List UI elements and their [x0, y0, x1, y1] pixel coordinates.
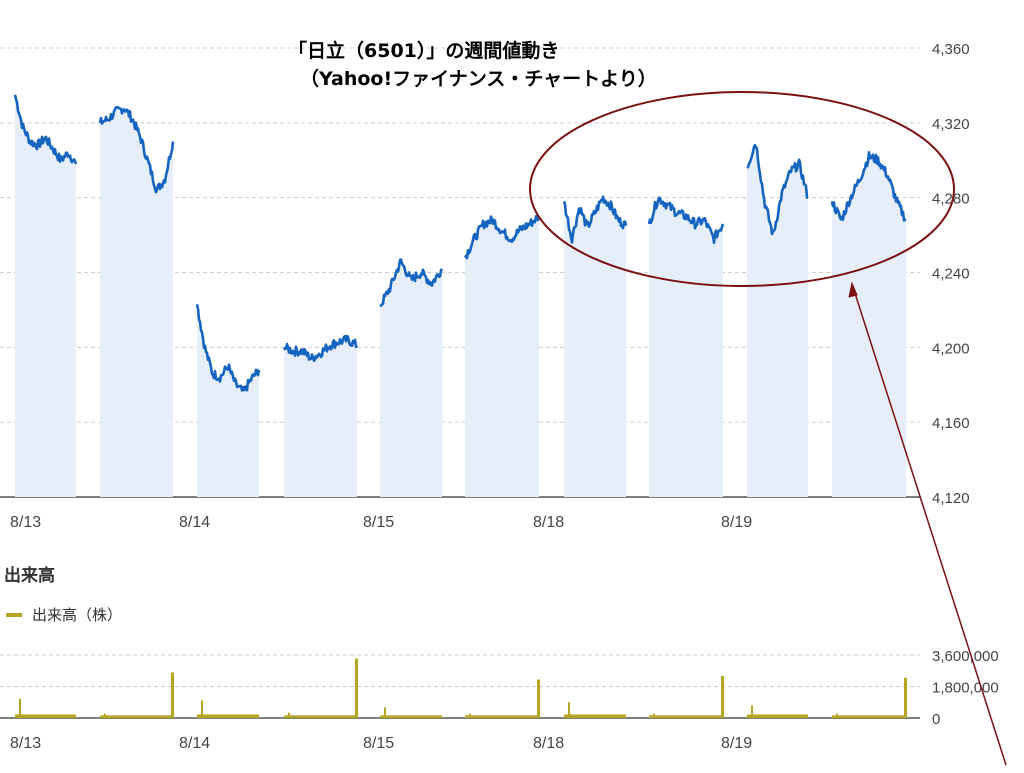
volume-base-bar: [832, 715, 906, 718]
annotation-arrow-line: [852, 286, 1007, 766]
volume-open-spike: [19, 698, 21, 718]
volume-close-spike: [355, 658, 358, 718]
volume-x-tick-label: 8/19: [721, 735, 752, 752]
price-y-tick-label: 4,320: [932, 116, 970, 133]
price-session-fill: [564, 196, 626, 497]
volume-base-bar: [747, 714, 808, 718]
price-y-tick-label: 4,160: [932, 415, 970, 432]
volume-open-spike: [653, 713, 655, 718]
volume-close-spike: [537, 679, 540, 718]
annotation: [529, 91, 1007, 766]
price-fill-areas: [15, 94, 906, 498]
price-y-axis: 4,360 4,320 4,280 4,240 4,200 4,160 4,120: [932, 41, 970, 507]
volume-base-bar: [380, 715, 442, 718]
price-session-fill: [649, 197, 723, 497]
volume-open-spike: [384, 707, 386, 718]
volume-open-spike: [469, 713, 471, 718]
volume-base-bar: [465, 715, 539, 718]
price-session-fill: [832, 152, 906, 498]
volume-y-tick-label: 0: [932, 711, 940, 728]
volume-open-spike: [751, 705, 753, 718]
price-lines: [13, 94, 907, 392]
price-session-line: [830, 151, 907, 222]
price-x-tick-label: 8/19: [721, 514, 752, 531]
price-y-tick-label: 4,240: [932, 266, 970, 283]
volume-base-bar: [197, 714, 259, 718]
volume-close-spike: [904, 677, 907, 718]
volume-open-spike: [104, 713, 106, 718]
volume-close-spike: [171, 672, 174, 718]
price-session-line: [98, 106, 175, 194]
price-session-line: [195, 304, 261, 392]
price-session-line: [463, 214, 541, 260]
price-session-fill: [15, 94, 76, 498]
price-session-line: [379, 258, 444, 308]
volume-close-spike: [721, 676, 724, 718]
volume-x-tick-label: 8/13: [10, 735, 41, 752]
volume-base-bar: [100, 715, 173, 718]
volume-bars: [15, 658, 907, 718]
volume-legend[interactable]: 出来高（株）: [6, 604, 122, 625]
volume-legend-label: 出来高（株）: [32, 606, 123, 624]
price-session-line: [13, 94, 78, 165]
price-y-tick-label: 4,360: [932, 41, 970, 58]
price-y-tick-label: 4,280: [932, 191, 970, 208]
price-session-fill: [284, 335, 357, 497]
volume-grid: [0, 654, 920, 719]
volume-base-bar: [284, 715, 357, 718]
price-session-fill: [747, 145, 808, 497]
chart-title: 「日立（6501）」の週間値動き: [288, 40, 560, 62]
volume-open-spike: [836, 713, 838, 718]
price-x-tick-label: 8/14: [179, 514, 210, 531]
volume-x-tick-label: 8/18: [533, 735, 564, 752]
price-x-tick-label: 8/18: [533, 514, 564, 531]
price-session-line: [647, 196, 725, 244]
price-session-line: [282, 334, 359, 363]
price-x-tick-label: 8/13: [10, 514, 41, 531]
volume-base-bar: [15, 714, 76, 718]
volume-legend-swatch: [6, 612, 22, 617]
price-session-fill: [197, 304, 259, 497]
price-session-fill: [100, 107, 173, 498]
price-x-tick-label: 8/15: [363, 514, 394, 531]
price-session-fill: [465, 216, 539, 497]
price-session-fill: [380, 259, 442, 497]
volume-x-tick-label: 8/14: [179, 735, 210, 752]
chart-subtitle: （Yahoo!ファイナンス・チャートより）: [300, 68, 657, 90]
volume-open-spike: [201, 700, 203, 718]
price-session-line: [562, 195, 628, 244]
annotation-arrow-head: [848, 281, 858, 298]
volume-x-tick-label: 8/15: [363, 735, 394, 752]
price-y-tick-label: 4,120: [932, 490, 970, 507]
volume-heading: 出来高: [4, 566, 55, 586]
volume-base-bar: [649, 715, 723, 718]
volume-open-spike: [568, 702, 570, 718]
volume-open-spike: [288, 712, 290, 718]
volume-base-bar: [564, 714, 626, 718]
volume-y-axis: 3,600,000 1,800,000 0: [932, 648, 999, 728]
price-x-axis: 8/13 8/14 8/15 8/18 8/19: [10, 514, 752, 531]
volume-y-tick-label: 1,800,000: [932, 680, 999, 697]
highlight-ellipse: [529, 91, 955, 287]
volume-y-tick-label: 3,600,000: [932, 648, 999, 665]
volume-x-axis: 8/13 8/14 8/15 8/18 8/19: [10, 735, 752, 752]
price-y-tick-label: 4,200: [932, 340, 970, 357]
price-session-line: [746, 143, 809, 236]
